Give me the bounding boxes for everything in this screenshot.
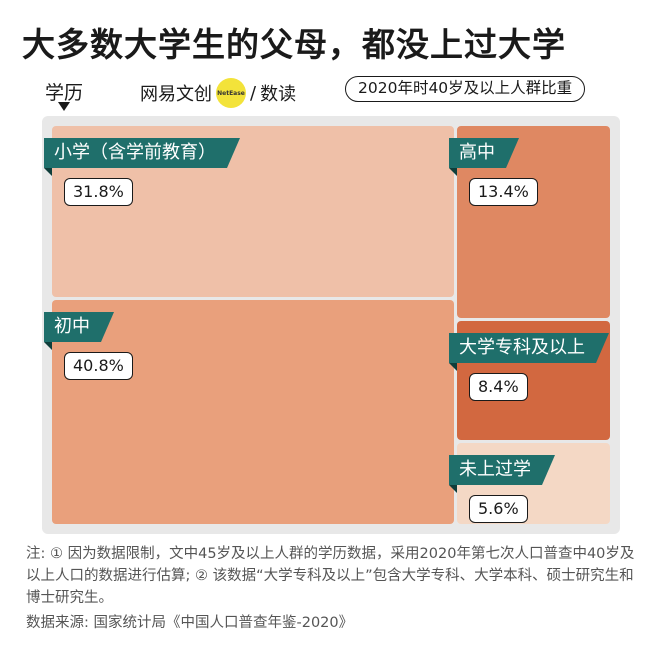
chart-subtitle: 2020年时40岁及以上人群比重: [345, 76, 586, 102]
category-label: 未上过学: [449, 455, 555, 485]
category-label: 高中: [449, 138, 519, 168]
treemap-tile: [52, 300, 454, 524]
category-label: 大学专科及以上: [449, 333, 609, 363]
down-arrow-icon: [58, 102, 70, 111]
brand-separator: /: [250, 82, 257, 104]
label-fold-icon: [44, 168, 52, 176]
data-label: 8.4%: [469, 373, 528, 401]
label-fold-icon: [44, 342, 52, 350]
chart-title: 大多数大学生的父母，都没上过大学: [22, 25, 566, 64]
label-fold-icon: [449, 363, 457, 371]
brand-name: 网易文创: [140, 84, 212, 105]
footnote: 注: ① 因为数据限制，文中45岁及以上人群的学历数据，采用2020年第七次人口…: [26, 546, 635, 606]
data-label: 13.4%: [469, 178, 538, 206]
brand-sub: 数读: [260, 84, 297, 105]
brand-logo: 网易文创 NetEase / 数读: [140, 78, 296, 108]
data-label: 5.6%: [469, 495, 528, 523]
data-label: 31.8%: [64, 178, 133, 206]
data-label: 40.8%: [64, 352, 133, 380]
category-label: 小学（含学前教育）: [44, 138, 240, 168]
axis-label: 学历: [45, 82, 84, 104]
label-fold-icon: [449, 168, 457, 176]
category-label: 初中: [44, 312, 114, 342]
label-fold-icon: [449, 485, 457, 493]
netease-badge-icon: NetEase: [216, 78, 246, 108]
data-source: 数据来源: 国家统计局《中国人口普查年鉴-2020》: [26, 615, 354, 631]
